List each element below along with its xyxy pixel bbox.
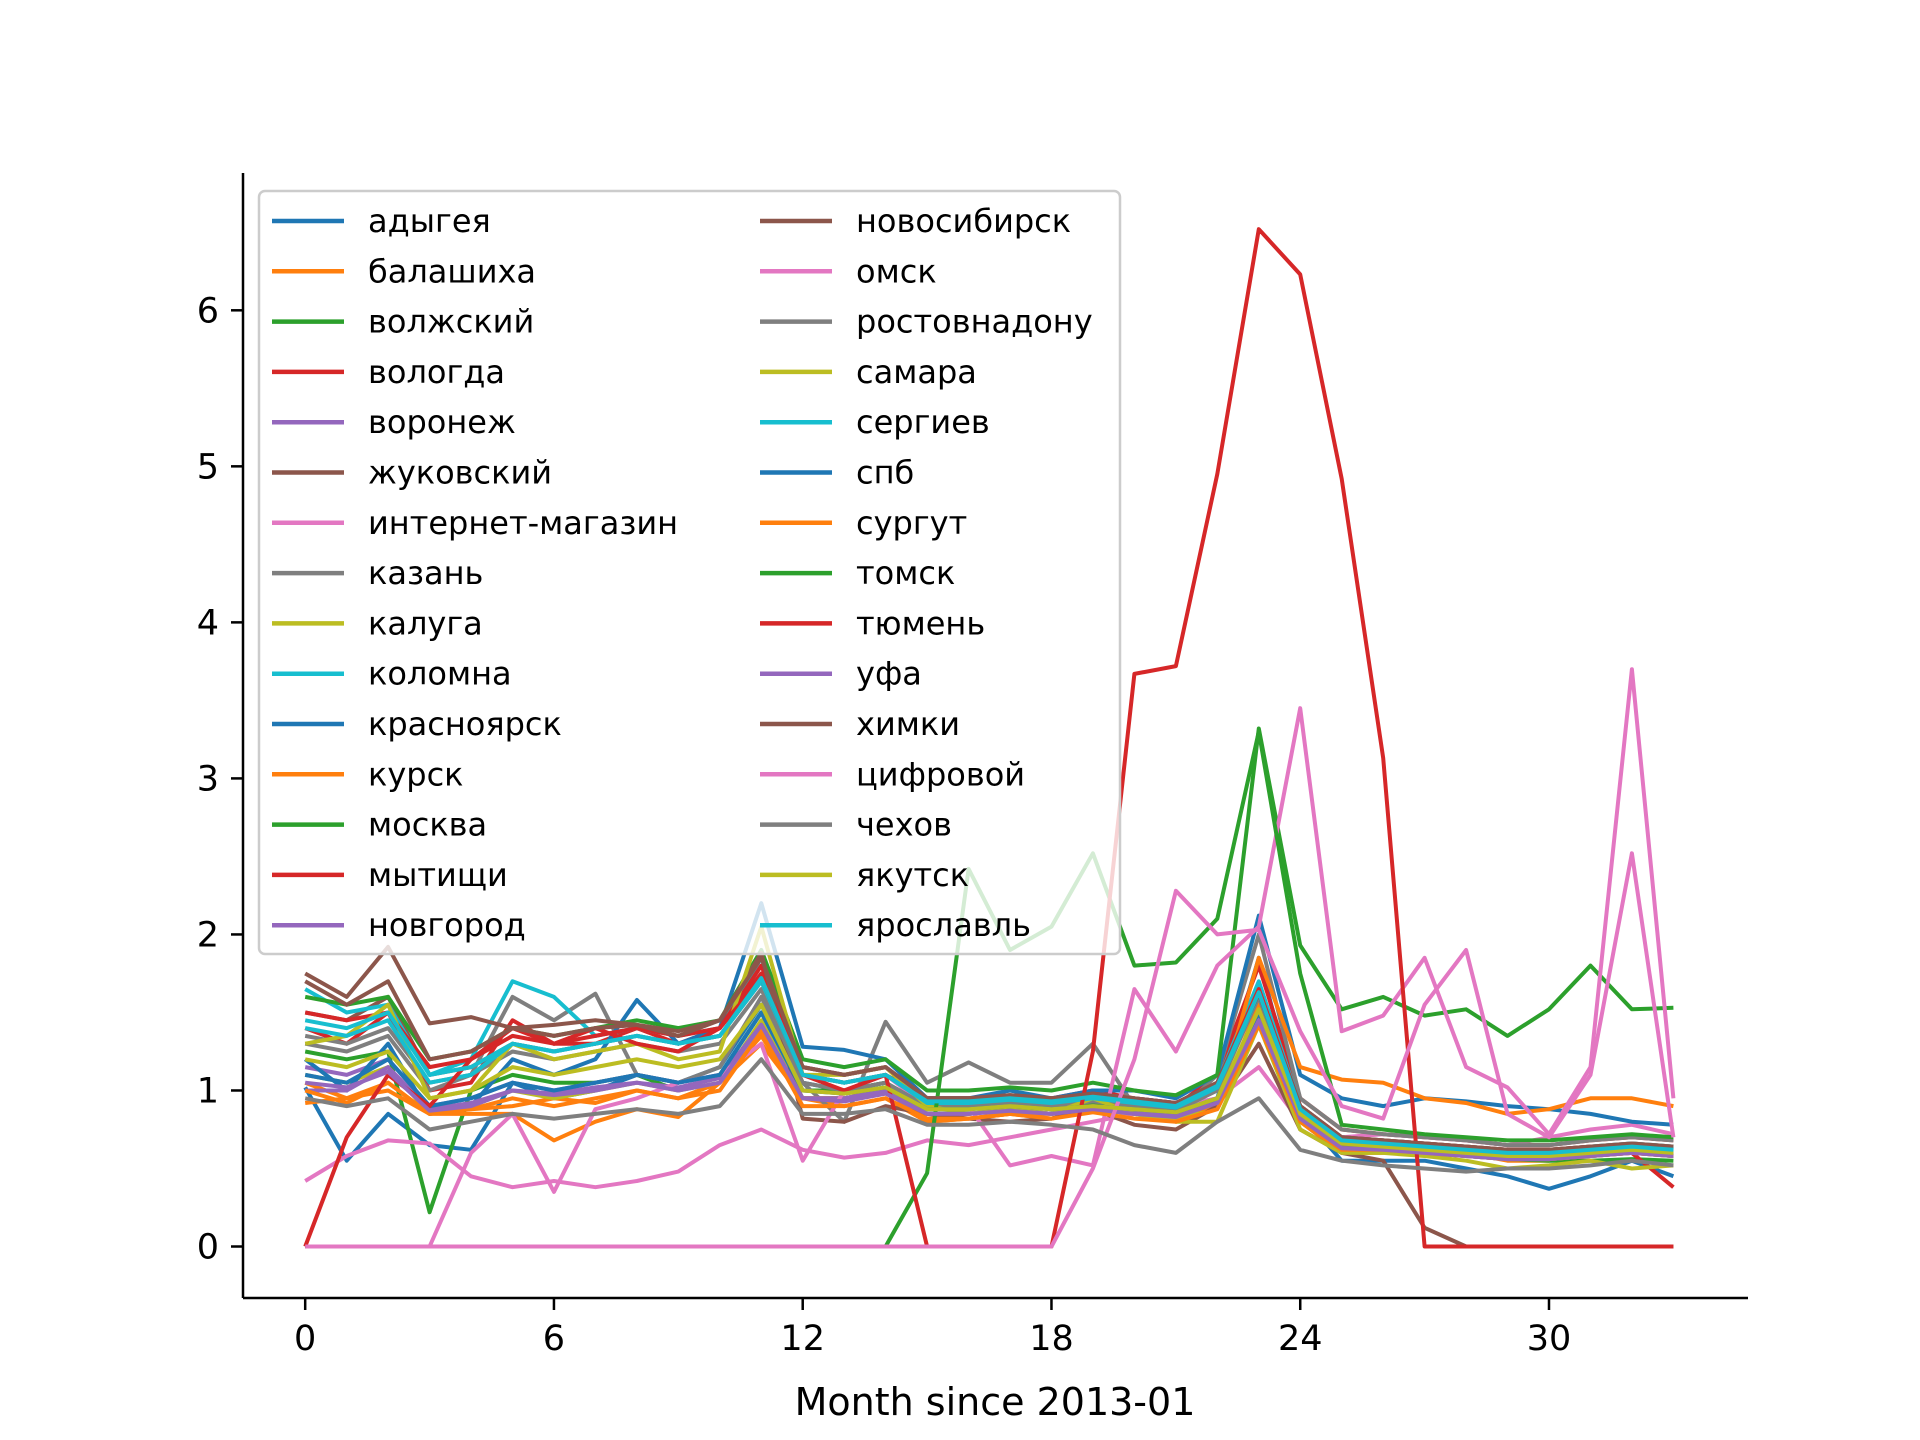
x-tick-label: 12 — [780, 1319, 825, 1359]
y-tick-label: 0 — [197, 1228, 219, 1268]
series-line-7 — [304, 932, 1674, 1148]
legend-entry-label: ростовнадону — [856, 303, 1093, 341]
axes — [241, 173, 1748, 1300]
legend-entry-label: балашиха — [368, 252, 536, 290]
legend-entry-label: жуковский — [368, 454, 552, 492]
legend-entry-label: тюмень — [856, 604, 985, 642]
legend-entry-label: сергиев — [856, 403, 990, 441]
legend-entry-label: омск — [856, 252, 937, 290]
legend-entry-label: москва — [368, 806, 487, 844]
legend-frame — [257, 189, 1122, 956]
legend-entry-label: уфа — [856, 655, 922, 693]
y-tick-label: 1 — [197, 1071, 219, 1111]
legend-entry-label: сургут — [856, 504, 967, 542]
series-line-29 — [304, 976, 1674, 1155]
x-tick-label: 18 — [1029, 1319, 1074, 1359]
legend-entry-label: адыгея — [368, 202, 491, 240]
legend-entry-label: химки — [856, 705, 960, 743]
legend: адыгея балашиха волжский вологда воронеж жуко… — [257, 189, 1122, 956]
legend-entry-label: ярославль — [856, 906, 1031, 944]
x-ticks: 0 6 12 18 24 30 — [294, 1298, 1571, 1359]
y-tick-label: 4 — [197, 603, 219, 643]
series-line-24 — [304, 1018, 1674, 1162]
legend-entry-label: чехов — [856, 806, 952, 844]
series-line-20 — [304, 1010, 1674, 1155]
legend-entry-label: коломна — [368, 655, 512, 693]
legend-entry-label: вологда — [368, 353, 505, 391]
legend-entry-label: красноярск — [368, 705, 562, 743]
legend-entry-label: якутск — [856, 856, 969, 894]
legend-entry-label: калуга — [368, 604, 483, 642]
legend-entry-label: томск — [856, 554, 955, 592]
y-tick-label: 5 — [197, 447, 219, 487]
x-axis-label: Month since 2013-01 — [795, 1380, 1196, 1424]
x-tick-label: 0 — [294, 1319, 316, 1359]
legend-entry-label: новосибирск — [856, 202, 1071, 240]
series-line-27 — [304, 1057, 1674, 1174]
legend-entry-label: волжский — [368, 303, 534, 341]
x-tick-label: 24 — [1278, 1319, 1323, 1359]
series-line-15 — [304, 944, 1674, 1249]
legend-entry-label: мытищи — [368, 856, 508, 894]
y-tick-label: 3 — [197, 759, 219, 799]
legend-entry-label: новгород — [368, 906, 526, 944]
x-tick-label: 6 — [543, 1319, 565, 1359]
series-line-16 — [305, 667, 1676, 1249]
series-lines — [303, 227, 1676, 1249]
legend-entry-label: воронеж — [368, 403, 516, 441]
y-ticks: 0 1 2 3 4 5 6 — [197, 291, 243, 1268]
y-tick-label: 6 — [197, 291, 219, 331]
x-tick-label: 30 — [1527, 1319, 1572, 1359]
legend-entry-label: самара — [856, 353, 977, 391]
series-line-25 — [304, 955, 1674, 1152]
series-line-26 — [305, 851, 1676, 1249]
legend-entry-label: курск — [368, 755, 464, 793]
legend-entry-label: казань — [368, 554, 483, 592]
series-line-28 — [304, 1002, 1674, 1158]
y-tick-label: 2 — [197, 915, 219, 955]
legend-entry-label: интернет-магазин — [368, 504, 678, 542]
legend-entry-label: цифровой — [856, 755, 1025, 793]
legend-entry-label: спб — [856, 454, 914, 492]
